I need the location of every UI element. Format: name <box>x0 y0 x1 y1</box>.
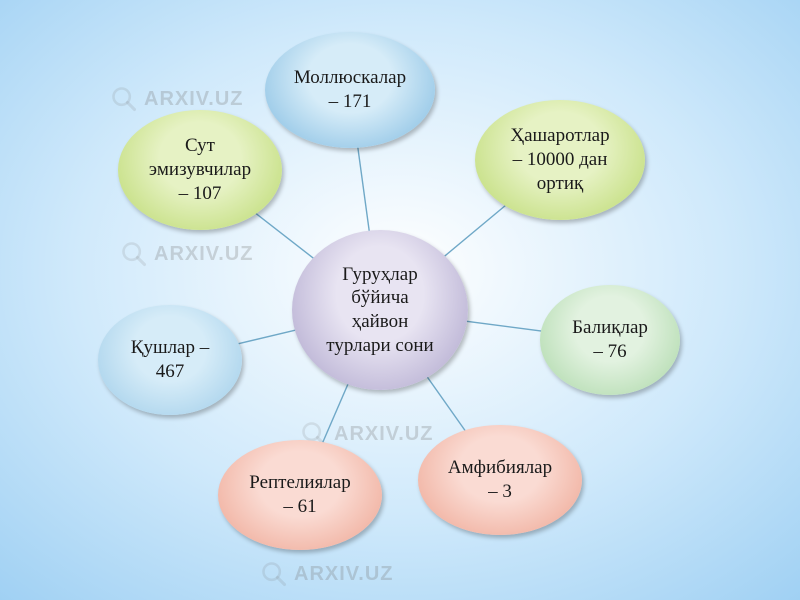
outer-node-birds: Қушлар – 467 <box>98 305 242 415</box>
node-label: Қушлар – 467 <box>125 330 215 390</box>
center-node: Гуруҳлар бўйича ҳайвон турлари сони <box>292 230 468 390</box>
outer-node-fish: Балиқлар – 76 <box>540 285 680 395</box>
node-label: Амфибиялар – 3 <box>442 450 558 510</box>
node-label: Сут эмизувчилар – 107 <box>143 128 257 211</box>
outer-node-mammals: Сут эмизувчилар – 107 <box>118 110 282 230</box>
outer-node-reptiles: Рептелиялар – 61 <box>218 440 382 550</box>
node-label: Рептелиялар – 61 <box>243 465 356 525</box>
outer-node-molluscs: Моллюскалар – 171 <box>265 32 435 148</box>
node-label: Балиқлар – 76 <box>566 310 654 370</box>
center-label: Гуруҳлар бўйича ҳайвон турлари сони <box>320 257 439 364</box>
outer-node-insects: Ҳашаротлар – 10000 дан ортиқ <box>475 100 645 220</box>
node-label: Моллюскалар – 171 <box>288 60 412 120</box>
node-label: Ҳашаротлар – 10000 дан ортиқ <box>504 118 615 201</box>
outer-node-amphibians: Амфибиялар – 3 <box>418 425 582 535</box>
